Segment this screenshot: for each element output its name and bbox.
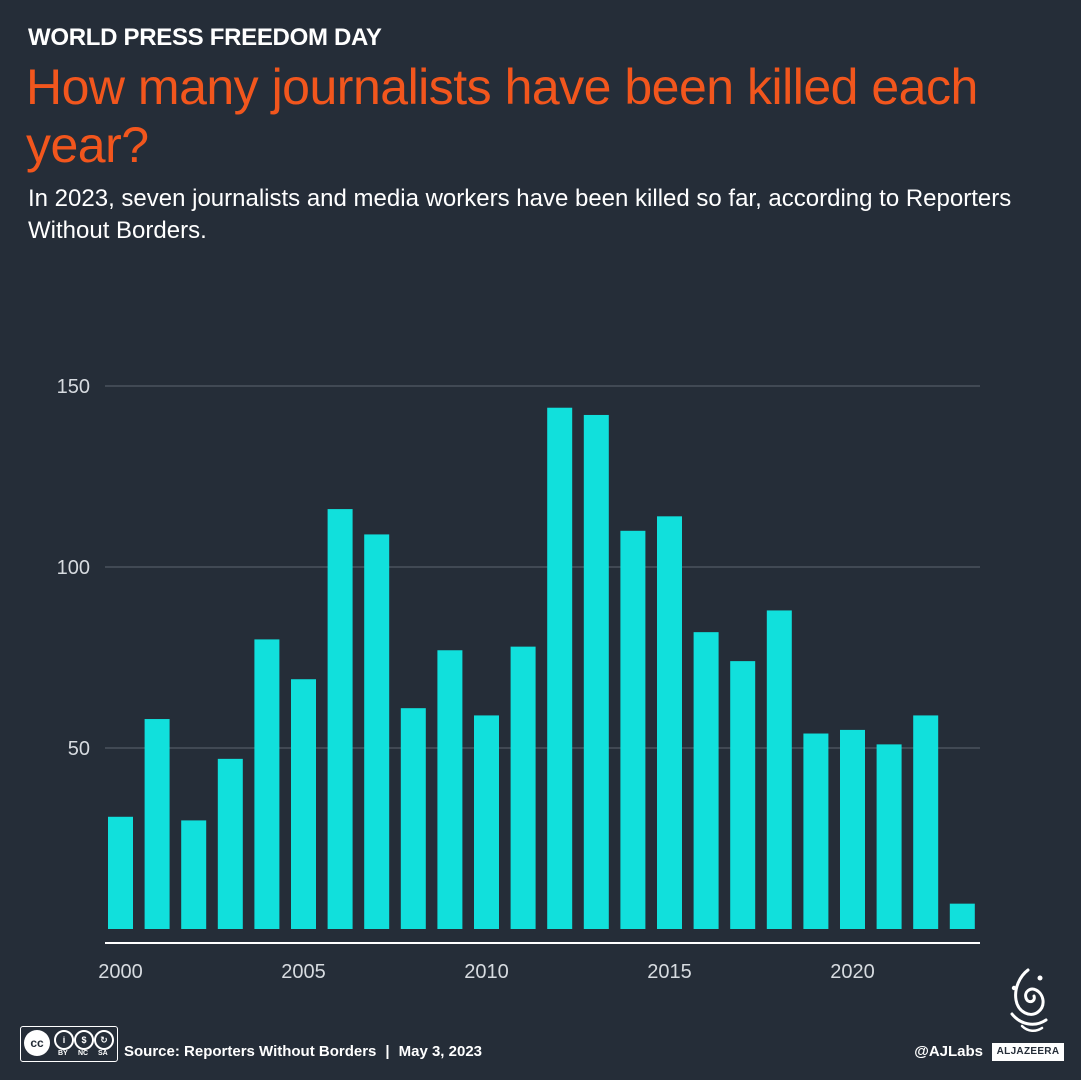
bar-2014 — [620, 530, 646, 929]
bar-2000 — [108, 816, 133, 929]
bar-2016 — [693, 632, 719, 929]
bar-2004 — [254, 639, 280, 929]
bar-2015 — [657, 516, 682, 929]
x-tick-label-2000: 2000 — [98, 961, 143, 983]
bar-2019 — [803, 733, 829, 929]
bar-2008 — [400, 708, 426, 929]
source-line: Source: Reporters Without Borders | May 3,… — [124, 1043, 482, 1060]
bar-2012 — [547, 407, 573, 930]
attribution-icon: i — [54, 1030, 74, 1050]
sharealike-icon: ↻ — [94, 1030, 114, 1050]
bar-2021 — [876, 744, 902, 929]
creative-commons-by-nc-sa-icon: cc i $ ↻ BY NC SA — [20, 1026, 118, 1062]
bar-2013 — [583, 414, 609, 930]
license-nc-label: NC — [78, 1050, 89, 1057]
y-tick-label-50: 50 — [68, 738, 90, 760]
x-tick-label-2020: 2020 — [830, 961, 875, 983]
x-tick-label-2005: 2005 — [281, 961, 326, 983]
bar-2011 — [510, 646, 536, 929]
bar-2001 — [144, 719, 170, 929]
page-title: How many journalists have been killed ea… — [26, 59, 978, 173]
bar-2002 — [181, 820, 207, 929]
source-date: May 3, 2023 — [398, 1043, 483, 1060]
bar-2007 — [364, 534, 390, 929]
bar-2006 — [327, 509, 353, 929]
license-sa-label: SA — [98, 1050, 108, 1057]
bar-2017 — [730, 661, 756, 929]
x-tick-label-2010: 2010 — [464, 961, 509, 983]
cc-icon: cc — [24, 1030, 50, 1056]
bar-2022 — [913, 715, 939, 929]
subtitle: In 2023, seven journalists and media wor… — [28, 185, 1012, 244]
source-separator: | — [385, 1043, 390, 1060]
ajlabs-handle: @AJLabs — [914, 1043, 983, 1060]
source-text: Source: Reporters Without Borders — [124, 1043, 377, 1060]
bar-2018 — [766, 610, 792, 929]
bar-2005 — [291, 679, 316, 929]
kicker: WORLD PRESS FREEDOM DAY — [28, 24, 382, 51]
noncommercial-icon: $ — [74, 1030, 94, 1050]
y-tick-label-150: 150 — [57, 376, 90, 398]
x-tick-label-2015: 2015 — [647, 961, 692, 983]
license-by-label: BY — [58, 1050, 68, 1057]
y-tick-label-100: 100 — [57, 557, 90, 579]
bar-2010 — [474, 715, 499, 929]
aljazeera-logo-icon — [1010, 968, 1048, 1032]
aljazeera-wordmark: ALJAZEERA — [992, 1043, 1064, 1061]
bar-2020 — [840, 729, 865, 929]
bar-2009 — [437, 650, 463, 929]
bar-2023 — [949, 903, 975, 929]
bar-2003 — [217, 758, 243, 929]
